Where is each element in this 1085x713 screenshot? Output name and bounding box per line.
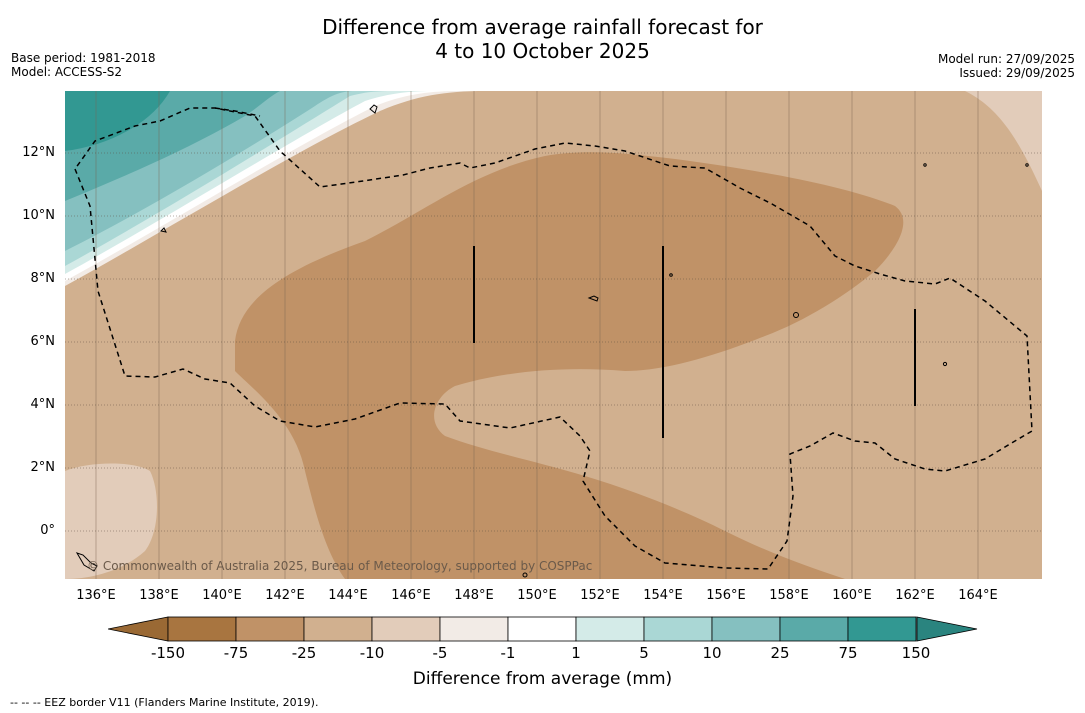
colorbar-label-9: 10	[702, 644, 722, 662]
lat-label-6N: 6°N	[30, 334, 56, 349]
lat-label-10N: 10°N	[22, 208, 55, 223]
lon-label-142E: 142°E	[265, 588, 305, 603]
colorbar-label-10: 25	[770, 644, 790, 662]
island-5	[75, 552, 98, 572]
colorbar-label-1: -150	[150, 644, 186, 662]
colorbar-label-6: -1	[500, 644, 516, 662]
map-title-line-1: Difference from average rainfall forecas…	[322, 15, 763, 39]
colorbar-label-8: 5	[639, 644, 649, 662]
boundary-lines	[473, 246, 916, 438]
lon-label-160E: 160°E	[832, 588, 872, 603]
colorbar-segment-1	[167, 616, 237, 642]
rainfall-anomaly-map: © Commonwealth of Australia 2025, Bureau…	[65, 91, 1042, 579]
lon-label-152E: 152°E	[580, 588, 620, 603]
lon-label-150E: 150°E	[517, 588, 557, 603]
island-8	[1025, 163, 1029, 167]
colorbar-segment-5	[439, 616, 509, 642]
island-1	[369, 104, 378, 114]
lon-label-140E: 140°E	[202, 588, 242, 603]
colorbar-segment-4	[371, 616, 441, 642]
fill-lower-left-light	[65, 463, 157, 579]
issued-date: Issued: 29/09/2025	[959, 66, 1075, 80]
lat-label-8N: 8°N	[30, 271, 56, 286]
colorbar-label-3: -25	[291, 644, 317, 662]
lat-label-0: 0°	[40, 523, 55, 538]
islands	[75, 104, 1029, 578]
copyright-notice: © Commonwealth of Australia 2025, Bureau…	[87, 559, 592, 573]
colorbar-segment-8	[643, 616, 713, 642]
island-2	[159, 227, 167, 233]
colorbar-segment-10	[779, 616, 849, 642]
colorbar-label-11: 75	[838, 644, 858, 662]
lat-grid	[65, 152, 1042, 532]
eez-palau-fsm	[74, 107, 1033, 570]
lon-label-158E: 158°E	[769, 588, 809, 603]
colorbar	[108, 616, 978, 642]
model-run-date: Model run: 27/09/2025	[937, 52, 1075, 66]
colorbar-label-5: -5	[432, 644, 448, 662]
lon-label-148E: 148°E	[454, 588, 494, 603]
fill-upper-right-light	[965, 91, 1042, 191]
island-10	[522, 572, 528, 578]
fill-central-dry-region	[235, 152, 904, 579]
lat-label-4N: 4°N	[30, 397, 56, 412]
colorbar-label-4: -10	[359, 644, 385, 662]
lon-label-162E: 162°E	[895, 588, 935, 603]
map-title-line-2: 4 to 10 October 2025	[435, 39, 650, 63]
colorbar-label-2: -75	[223, 644, 249, 662]
lon-label-154E: 154°E	[643, 588, 683, 603]
lat-label-12N: 12°N	[22, 145, 55, 160]
model-name: Model: ACCESS-S2	[11, 65, 123, 79]
colorbar-title: Difference from average (mm)	[412, 669, 673, 689]
colorbar-segment-2	[235, 616, 305, 642]
lon-label-164E: 164°E	[958, 588, 998, 603]
base-period: Base period: 1981-2018	[11, 51, 156, 65]
island-9	[669, 273, 673, 277]
colorbar-low-extend	[108, 616, 169, 642]
fill-teal-core	[65, 91, 170, 151]
colorbar-high-extend	[916, 616, 978, 642]
island-4	[587, 295, 599, 302]
island-7	[923, 163, 927, 167]
eez-borders	[74, 107, 1033, 570]
colorbar-segment-11	[847, 616, 917, 642]
island-6	[942, 361, 948, 367]
lon-label-138E: 138°E	[139, 588, 179, 603]
island-3	[793, 312, 799, 318]
lon-label-146E: 146°E	[391, 588, 431, 603]
colorbar-label-7: 1	[571, 644, 581, 662]
colorbar-segment-3	[303, 616, 373, 642]
eez-top-connector	[214, 107, 261, 117]
lon-label-156E: 156°E	[706, 588, 746, 603]
lon-label-136E: 136°E	[76, 588, 116, 603]
lon-label-144E: 144°E	[328, 588, 368, 603]
colorbar-segment-9	[711, 616, 781, 642]
colorbar-label-12: 150	[901, 644, 931, 662]
eez-border-legend: -- -- -- EEZ border V11 (Flanders Marine…	[10, 696, 319, 709]
colorbar-segment-7	[575, 616, 645, 642]
lat-label-2N: 2°N	[30, 460, 56, 475]
colorbar-segment-6	[507, 616, 577, 642]
